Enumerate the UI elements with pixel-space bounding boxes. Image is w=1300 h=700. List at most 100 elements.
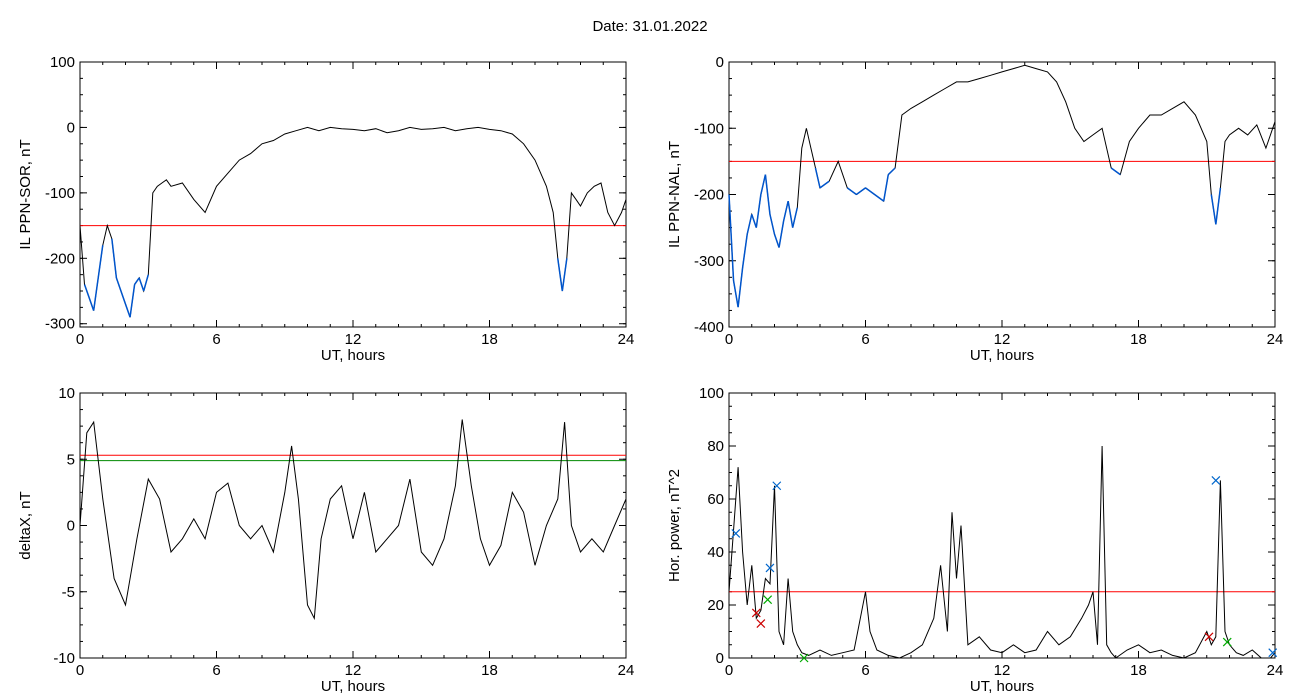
highlight-segment bbox=[791, 207, 798, 228]
y-axis-label: IL PPN-NAL, nT bbox=[666, 141, 683, 248]
highlight-segment bbox=[814, 167, 821, 189]
page-title: Date: 31.01.2022 bbox=[592, 18, 708, 35]
y-tick-label: -200 bbox=[694, 187, 724, 204]
x-tick-label: 0 bbox=[725, 662, 733, 679]
highlight-segment bbox=[124, 303, 131, 318]
highlight-segment bbox=[97, 245, 104, 279]
marker-red bbox=[756, 619, 766, 628]
highlight-segment bbox=[760, 174, 767, 195]
highlight-segment bbox=[111, 238, 118, 279]
highlight-segment bbox=[138, 277, 145, 292]
highlight-segment bbox=[728, 194, 735, 281]
y-axis-label: Hor. power, nT^2 bbox=[666, 469, 683, 582]
x-tick-label: 18 bbox=[1130, 331, 1147, 348]
y-tick-label: 0 bbox=[716, 650, 724, 667]
highlight-segment bbox=[133, 277, 140, 285]
y-tick-label: -200 bbox=[45, 250, 75, 267]
series-line bbox=[79, 419, 627, 621]
plot-frame bbox=[728, 392, 1276, 659]
highlight-segment bbox=[120, 290, 127, 305]
y-tick-label: 5 bbox=[67, 451, 75, 468]
x-tick-label: 18 bbox=[481, 662, 498, 679]
x-tick-label: 12 bbox=[345, 331, 362, 348]
y-tick-label: 0 bbox=[67, 518, 75, 535]
highlight-segment bbox=[787, 200, 794, 228]
highlight-segment bbox=[773, 234, 780, 248]
y-tick-label: -300 bbox=[45, 316, 75, 333]
y-tick-label: 20 bbox=[707, 597, 724, 614]
highlight-segment bbox=[755, 194, 762, 228]
marker-blue bbox=[765, 563, 775, 573]
highlight-segment bbox=[83, 284, 90, 298]
highlight-segment bbox=[751, 214, 758, 228]
highlight-segment bbox=[769, 214, 776, 235]
series-line bbox=[79, 126, 627, 318]
marker-blue bbox=[731, 529, 741, 538]
highlight-segment bbox=[764, 174, 771, 215]
x-axis-label: UT, hours bbox=[970, 347, 1034, 364]
x-tick-label: 24 bbox=[618, 331, 635, 348]
y-tick-label: 0 bbox=[67, 119, 75, 136]
highlight-segment bbox=[778, 220, 785, 248]
x-tick-label: 6 bbox=[861, 331, 869, 348]
x-axis-label: UT, hours bbox=[321, 678, 385, 695]
x-tick-label: 0 bbox=[76, 331, 84, 348]
y-tick-label: -100 bbox=[45, 185, 75, 202]
x-tick-label: 24 bbox=[1267, 331, 1284, 348]
marker-green bbox=[1222, 637, 1232, 647]
y-tick-label: 0 bbox=[716, 54, 724, 71]
x-tick-label: 12 bbox=[994, 331, 1011, 348]
y-tick-label: 80 bbox=[707, 438, 724, 455]
y-tick-label: -400 bbox=[694, 319, 724, 336]
plot-frame bbox=[79, 61, 627, 328]
y-axis-label: IL PPN-SOR, nT bbox=[17, 139, 34, 249]
chart-panel-2: 0 6 12 18 24 -400 -300 -200 -100 0 UT, hours IL PPN… bbox=[666, 54, 1283, 364]
x-tick-label: 0 bbox=[725, 331, 733, 348]
chart-panel-3: 0 6 12 18 24 -10 -5 0 5 10 UT, hours deltaX, nT bbox=[17, 385, 634, 695]
marker-green bbox=[763, 595, 773, 605]
y-tick-label: -300 bbox=[694, 253, 724, 270]
marker-blue bbox=[772, 481, 782, 491]
marker-red bbox=[751, 608, 761, 618]
marker-blue bbox=[1268, 648, 1278, 658]
highlight-segment bbox=[819, 180, 830, 189]
y-tick-label: -100 bbox=[694, 120, 724, 137]
x-axis-label: UT, hours bbox=[321, 347, 385, 364]
highlight-segment bbox=[732, 280, 739, 308]
x-tick-label: 6 bbox=[212, 662, 220, 679]
highlight-segment bbox=[741, 234, 748, 268]
highlight-segment bbox=[855, 187, 866, 196]
marker-blue bbox=[1211, 476, 1221, 485]
highlight-segment bbox=[142, 274, 149, 292]
x-tick-label: 0 bbox=[76, 662, 84, 679]
y-tick-label: 100 bbox=[50, 54, 75, 71]
y-tick-label: 40 bbox=[707, 544, 724, 561]
plot-frame bbox=[728, 61, 1276, 328]
highlight-segment bbox=[557, 258, 564, 292]
highlight-segment bbox=[1215, 187, 1222, 225]
x-axis-label: UT, hours bbox=[970, 678, 1034, 695]
highlight-segment bbox=[874, 193, 885, 202]
y-tick-label: 60 bbox=[707, 491, 724, 508]
x-tick-label: 24 bbox=[1267, 662, 1284, 679]
highlight-segment bbox=[887, 167, 896, 176]
x-tick-label: 24 bbox=[618, 662, 635, 679]
chart-panel-1: 0 6 12 18 24 -300 -200 -100 0 100 UT, hours IL PPN-… bbox=[17, 54, 634, 364]
y-tick-label: -10 bbox=[53, 650, 75, 667]
marker-red bbox=[1204, 632, 1214, 642]
x-tick-label: 18 bbox=[1130, 662, 1147, 679]
highlight-segment bbox=[846, 187, 857, 196]
series-line bbox=[728, 64, 1276, 308]
highlight-segment bbox=[88, 297, 95, 311]
highlight-segment bbox=[737, 267, 744, 308]
y-tick-label: -5 bbox=[62, 584, 75, 601]
x-tick-label: 6 bbox=[861, 662, 869, 679]
chart-panel-4: 0 6 12 18 24 0 20 40 60 80 100 UT, hours Hor. power,… bbox=[666, 385, 1283, 695]
highlight-segment bbox=[561, 258, 568, 292]
x-tick-label: 12 bbox=[345, 662, 362, 679]
highlight-segment bbox=[1210, 194, 1217, 225]
highlight-segment bbox=[129, 284, 136, 318]
highlight-segment bbox=[865, 187, 876, 196]
y-tick-label: 100 bbox=[699, 385, 724, 402]
